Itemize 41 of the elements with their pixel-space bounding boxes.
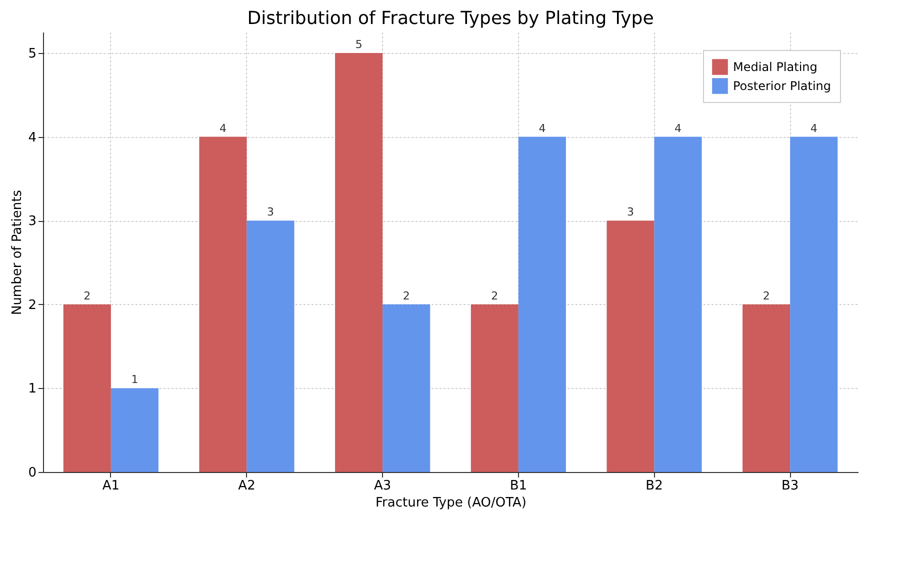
bar (110, 388, 158, 472)
bar (518, 136, 566, 472)
y-tick-label: 2 (28, 298, 36, 313)
bar (606, 220, 654, 472)
bar (335, 52, 383, 472)
y-tick-label: 1 (28, 382, 36, 397)
x-tick-label: A2 (238, 478, 256, 494)
data-label: 3 (267, 206, 274, 219)
bar (246, 220, 294, 472)
chart-title: Distribution of Fracture Types by Plating Type (247, 8, 654, 29)
data-label: 4 (674, 122, 682, 135)
bar (382, 304, 430, 472)
legend-label: Medial Plating (733, 60, 818, 74)
y-axis-title: Number of Patients (10, 190, 26, 316)
data-label: 4 (810, 122, 818, 135)
y-tick-label: 3 (28, 214, 36, 230)
bar (790, 136, 838, 472)
x-tick-label: A3 (374, 478, 392, 494)
data-label: 2 (84, 289, 91, 302)
x-tick-label: B1 (510, 478, 528, 494)
x-tick-label: B3 (781, 478, 799, 494)
y-tick-label: 5 (28, 46, 36, 62)
y-tick-label: 0 (28, 466, 36, 480)
bar (63, 304, 111, 472)
data-label: 1 (131, 373, 138, 386)
legend-label: Posterior Plating (733, 79, 832, 93)
data-label: 5 (355, 38, 362, 51)
data-label: 4 (538, 122, 546, 135)
y-tick-label: 4 (28, 130, 36, 146)
data-label: 2 (402, 289, 410, 302)
x-tick-label: A1 (102, 478, 120, 494)
x-tick-label: B2 (646, 478, 663, 494)
data-label: 3 (626, 206, 634, 219)
x-axis-title: Fracture Type (AO/OTA) (376, 496, 526, 510)
data-label: 2 (762, 289, 770, 302)
bar (199, 136, 247, 472)
bar (742, 304, 790, 472)
bar (654, 136, 702, 472)
data-label: 2 (491, 289, 498, 302)
bar (470, 304, 518, 472)
data-label: 4 (219, 122, 226, 135)
